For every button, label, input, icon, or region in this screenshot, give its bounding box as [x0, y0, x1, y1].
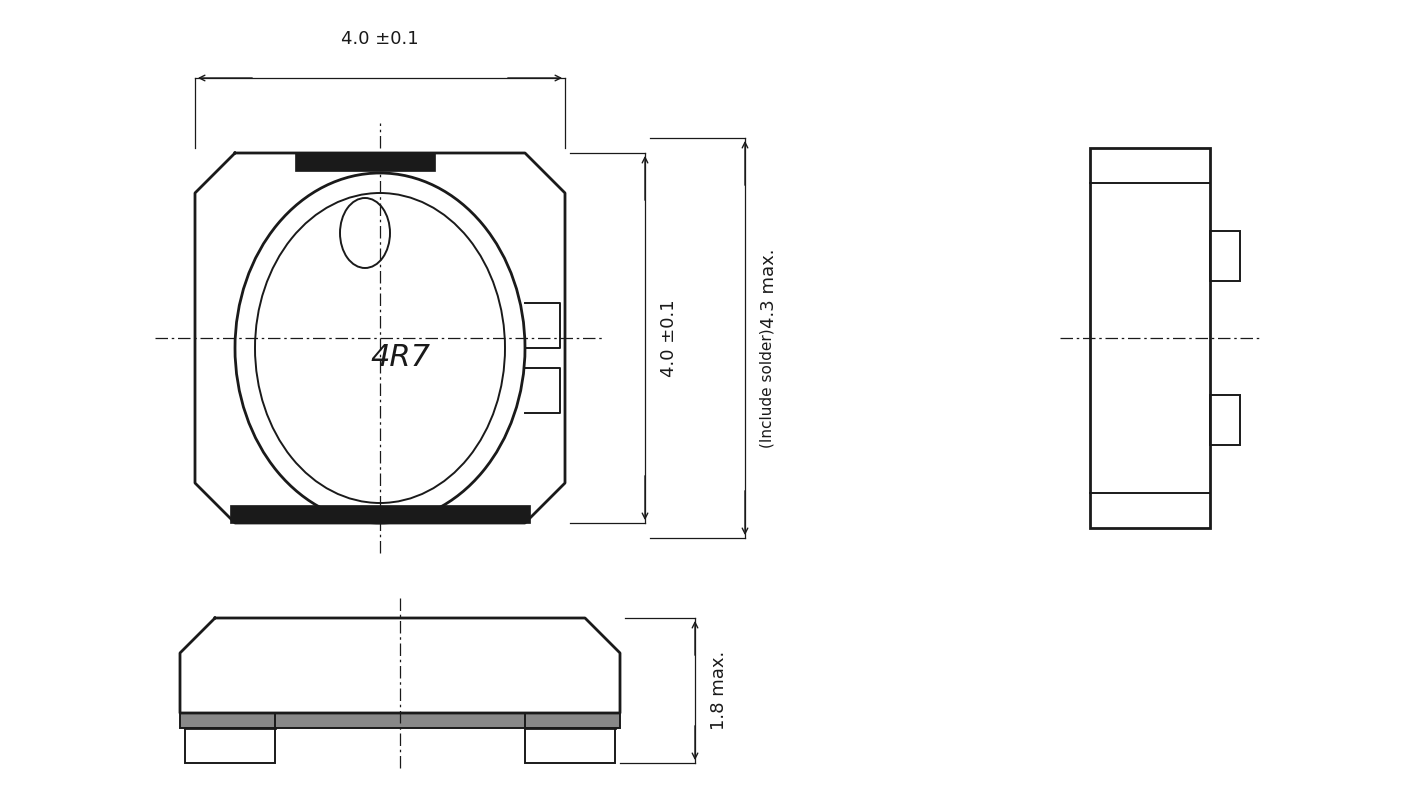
Bar	[1210, 231, 1240, 281]
Bar	[185, 728, 275, 763]
Bar	[180, 713, 621, 728]
Text: 1.8 max.: 1.8 max.	[710, 651, 728, 730]
Text: 4.3 max.: 4.3 max.	[760, 248, 778, 328]
Bar	[295, 153, 435, 171]
Text: 4R7: 4R7	[371, 343, 430, 373]
Bar	[1210, 395, 1240, 445]
Text: 4.0 ±0.1: 4.0 ±0.1	[660, 299, 677, 377]
Bar	[230, 505, 530, 523]
Text: (Include solder): (Include solder)	[760, 328, 775, 448]
Text: 4.0 ±0.1: 4.0 ±0.1	[341, 30, 419, 48]
Bar	[1091, 148, 1210, 528]
Bar	[525, 728, 615, 763]
